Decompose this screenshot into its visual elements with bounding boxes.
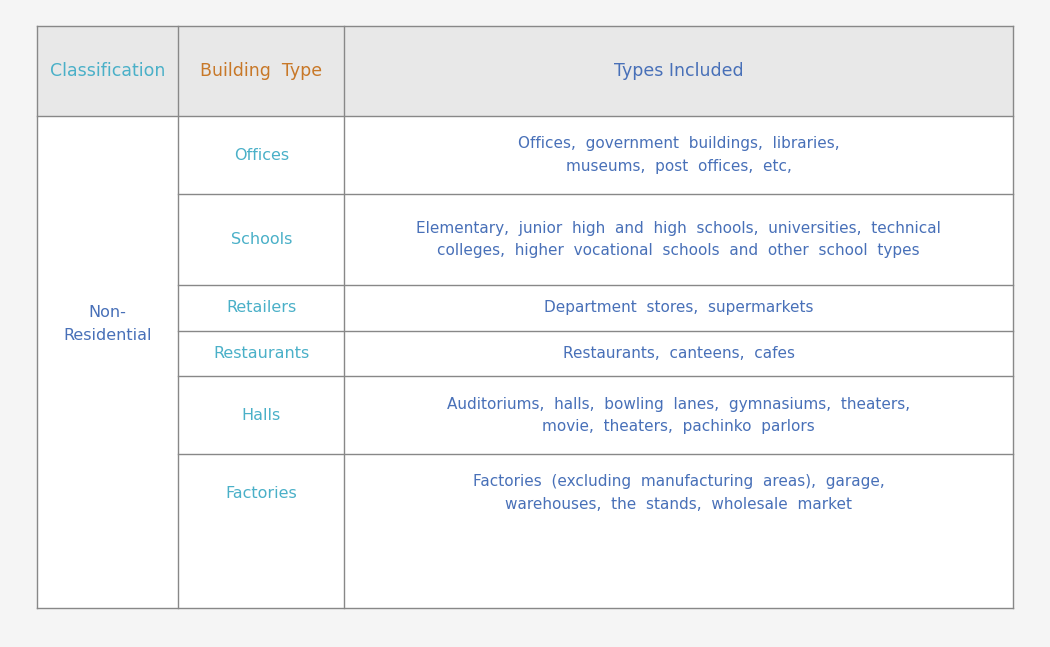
Text: Auditoriums,  halls,  bowling  lanes,  gymnasiums,  theaters,
movie,  theaters, : Auditoriums, halls, bowling lanes, gymna…: [447, 397, 910, 434]
Text: Restaurants,  canteens,  cafes: Restaurants, canteens, cafes: [563, 346, 795, 361]
Text: Offices: Offices: [234, 148, 289, 162]
Bar: [37, 26, 1013, 116]
Text: Schools: Schools: [231, 232, 292, 247]
Text: Factories  (excluding  manufacturing  areas),  garage,
warehouses,  the  stands,: Factories (excluding manufacturing areas…: [472, 474, 885, 512]
Text: Offices,  government  buildings,  libraries,
museums,  post  offices,  etc,: Offices, government buildings, libraries…: [518, 137, 840, 173]
Text: Classification: Classification: [49, 62, 165, 80]
Text: Department  stores,  supermarkets: Department stores, supermarkets: [544, 300, 814, 315]
Text: Building  Type: Building Type: [201, 62, 322, 80]
Text: Restaurants: Restaurants: [213, 346, 310, 361]
Text: Types Included: Types Included: [614, 62, 743, 80]
Text: Retailers: Retailers: [226, 300, 296, 315]
Text: Non-
Residential: Non- Residential: [63, 305, 152, 343]
Text: Factories: Factories: [226, 485, 297, 501]
Bar: [37, 26, 1013, 608]
Text: Elementary,  junior  high  and  high  schools,  universities,  technical
college: Elementary, junior high and high schools…: [417, 221, 941, 258]
Text: Halls: Halls: [242, 408, 281, 422]
